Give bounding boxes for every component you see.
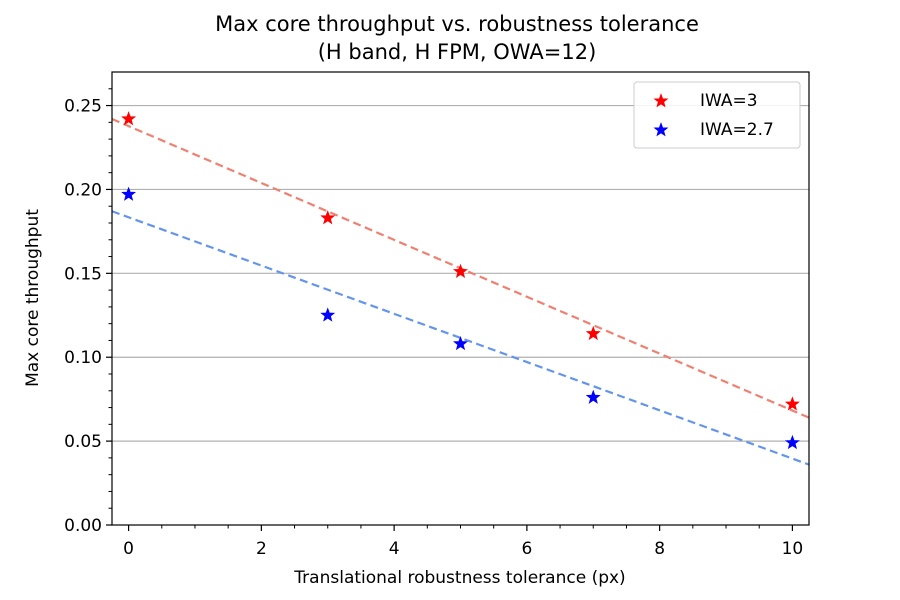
- legend-marker-series-0: [653, 93, 669, 108]
- y-tick-label: 0.00: [64, 516, 102, 536]
- y-tick-label: 0.05: [64, 432, 102, 452]
- y-tick-label: 0.20: [64, 180, 102, 200]
- legend-box: [633, 81, 801, 149]
- data-point-series-1: [784, 434, 800, 450]
- data-point-series-1: [585, 389, 601, 404]
- y-axis-label: Max core throughput: [23, 209, 43, 387]
- y-tick-label: 0.15: [64, 264, 102, 284]
- data-point-series-0: [121, 111, 137, 126]
- fit-line-series-1: [111, 210, 810, 466]
- x-tick-label: 6: [521, 539, 532, 559]
- data-point-series-1: [453, 335, 468, 351]
- fit-lines: [111, 117, 810, 466]
- ticks: 0.00 0.05 0.10 0.15 0.20 0.25 0 2 4 6 8 10: [64, 88, 804, 559]
- legend-markers: [653, 93, 669, 137]
- x-tick-label: 4: [389, 539, 400, 559]
- x-tick-label: 8: [654, 539, 665, 559]
- legend: IWA=3 IWA=2.7: [633, 81, 801, 149]
- legend-label-iwa-2-7: IWA=2.7: [700, 120, 774, 140]
- data-point-series-1: [121, 186, 137, 201]
- x-tick-label: 10: [782, 539, 804, 559]
- data-point-series-0: [585, 325, 601, 341]
- data-point-series-0: [784, 396, 800, 411]
- x-axis-label: Translational robustness tolerance (px): [293, 568, 625, 588]
- y-tick-label: 0.10: [64, 348, 102, 368]
- x-tick-label: 2: [256, 539, 267, 559]
- data-point-series-0: [320, 210, 336, 225]
- legend-label-iwa-3: IWA=3: [700, 91, 758, 111]
- data-point-series-0: [453, 263, 468, 279]
- data-points: [121, 111, 800, 450]
- y-tick-label: 0.25: [64, 97, 102, 117]
- legend-marker-series-1: [653, 122, 669, 137]
- x-tick-label: 0: [123, 539, 134, 559]
- data-point-series-1: [320, 307, 336, 322]
- chart-title-line-1: Max core throughput vs. robustness toler…: [215, 12, 699, 36]
- chart-title-line-2: (H band, H FPM, OWA=12): [318, 40, 597, 64]
